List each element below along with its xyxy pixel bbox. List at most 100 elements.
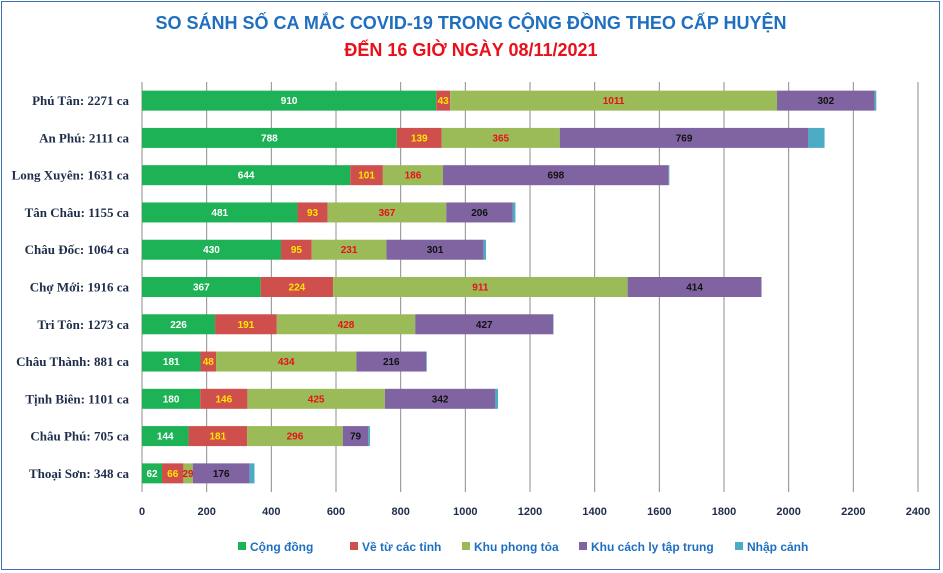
data-label: 181 bbox=[209, 432, 226, 443]
legend-item-cong-dong: Cộng đồng bbox=[238, 540, 313, 554]
x-tick-label: 1600 bbox=[647, 506, 671, 518]
bar-khu-cach-ly-tap-trung bbox=[777, 90, 875, 111]
x-tick-label: 1000 bbox=[453, 506, 477, 518]
legend-item-ve-tu-cac-tinh: Về từ các tỉnh bbox=[350, 540, 441, 554]
data-label: 430 bbox=[203, 245, 220, 256]
data-label: 181 bbox=[163, 357, 180, 368]
bar-khu-cach-ly-tap-trung bbox=[384, 388, 496, 409]
bar-cong-dong bbox=[142, 388, 201, 409]
category-label: Tân Châu: 1155 ca bbox=[25, 205, 130, 220]
category-label: Long Xuyên: 1631 ca bbox=[12, 168, 130, 183]
bar-ve-tu-cac-tinh bbox=[396, 127, 442, 148]
data-label: 425 bbox=[308, 394, 325, 405]
data-label: 139 bbox=[411, 133, 428, 144]
data-label: 302 bbox=[818, 96, 835, 107]
bar-cong-dong bbox=[142, 314, 216, 335]
data-label: 231 bbox=[341, 245, 358, 256]
x-tick-label: 1400 bbox=[582, 506, 606, 518]
data-label: 186 bbox=[405, 171, 422, 182]
bar-khu-phong-toa bbox=[441, 127, 560, 148]
bar-ve-tu-cac-tinh bbox=[188, 426, 248, 447]
category-labels: Phú Tân: 2271 ca An Phú: 2111 ca Long Xuyê… bbox=[12, 93, 130, 481]
data-label: 62 bbox=[146, 469, 158, 480]
legend: Cộng đồng Về từ các tỉnh Khu phong tỏa Khu … bbox=[238, 540, 808, 554]
data-label: 180 bbox=[163, 394, 180, 405]
bar-khu-phong-toa bbox=[247, 388, 385, 409]
legend-swatch bbox=[350, 542, 358, 550]
legend-item-nhap-canh: Nhập cảnh bbox=[735, 540, 808, 554]
data-label: 29 bbox=[183, 469, 195, 480]
bar-ve-tu-cac-tinh bbox=[200, 351, 217, 372]
data-label: 191 bbox=[238, 320, 255, 331]
data-label: 644 bbox=[238, 171, 255, 182]
bar-khu-cach-ly-tap-trung bbox=[386, 239, 484, 260]
data-label: 698 bbox=[548, 171, 565, 182]
legend-swatch bbox=[579, 542, 587, 550]
bar-cong-dong bbox=[142, 165, 351, 186]
data-label: 296 bbox=[287, 432, 304, 443]
bar-nhap-canh bbox=[483, 239, 487, 260]
category-label: Tri Tôn: 1273 ca bbox=[37, 317, 129, 332]
category-label: Phú Tân: 2271 ca bbox=[32, 93, 129, 108]
chart-title: SO SÁNH SỐ CA MẮC COVID-19 TRONG CỘNG ĐỒ… bbox=[155, 12, 786, 33]
legend-swatch bbox=[735, 542, 743, 550]
category-label: Châu Phú: 705 ca bbox=[30, 429, 129, 444]
bar-nhap-canh bbox=[249, 463, 255, 484]
bar-nhap-canh bbox=[426, 351, 427, 372]
bar-nhap-canh bbox=[668, 165, 670, 186]
bar-khu-phong-toa bbox=[276, 314, 416, 335]
bar-cong-dong bbox=[142, 426, 189, 447]
legend-swatch bbox=[462, 542, 470, 550]
bar-cong-dong bbox=[142, 90, 437, 111]
data-label: 367 bbox=[193, 283, 210, 294]
x-tick-label: 2400 bbox=[906, 506, 930, 518]
legend-label: Cộng đồng bbox=[250, 540, 313, 554]
bar-cong-dong bbox=[142, 463, 163, 484]
bar-khu-phong-toa bbox=[382, 165, 444, 186]
x-tick-label: 1200 bbox=[518, 506, 542, 518]
bar-ve-tu-cac-tinh bbox=[436, 90, 451, 111]
category-label: Tịnh Biên: 1101 ca bbox=[25, 391, 129, 406]
bar-ve-tu-cac-tinh bbox=[350, 165, 383, 186]
bar-nhap-canh bbox=[874, 90, 877, 111]
data-label: 93 bbox=[307, 208, 319, 219]
data-label: 434 bbox=[278, 357, 295, 368]
bar-khu-cach-ly-tap-trung bbox=[559, 127, 809, 148]
bar-nhap-canh bbox=[495, 388, 498, 409]
data-label: 43 bbox=[438, 96, 450, 107]
bar-khu-cach-ly-tap-trung bbox=[446, 202, 513, 223]
x-axis-ticks: 0 200 400 600 800 1000 1200 1400 1600 1800 2000 220… bbox=[139, 506, 930, 518]
data-label: 176 bbox=[213, 469, 230, 480]
bar-ve-tu-cac-tinh bbox=[297, 202, 328, 223]
data-label: 206 bbox=[471, 208, 488, 219]
data-label: 301 bbox=[427, 245, 444, 256]
data-label: 911 bbox=[472, 283, 489, 294]
x-tick-label: 2200 bbox=[841, 506, 865, 518]
bar-ve-tu-cac-tinh bbox=[260, 277, 334, 297]
category-label: Châu Thành: 881 ca bbox=[16, 354, 129, 369]
data-label: 769 bbox=[676, 133, 693, 144]
bar-khu-cach-ly-tap-trung bbox=[627, 277, 762, 297]
legend-item-khu-cach-ly-tap-trung: Khu cách ly tập trung bbox=[579, 540, 714, 554]
bar-khu-phong-toa bbox=[247, 426, 343, 447]
bar-cong-dong bbox=[142, 127, 397, 148]
bar-khu-phong-toa bbox=[327, 202, 447, 223]
bar-cong-dong bbox=[142, 351, 201, 372]
bar-khu-cach-ly-tap-trung bbox=[443, 165, 669, 186]
bar-khu-phong-toa bbox=[450, 90, 778, 111]
bar-ve-tu-cac-tinh bbox=[162, 463, 184, 484]
bar-cong-dong bbox=[142, 239, 282, 260]
bar-khu-phong-toa bbox=[311, 239, 387, 260]
legend-swatch bbox=[238, 542, 246, 550]
x-tick-label: 1800 bbox=[712, 506, 736, 518]
category-label: Chợ Mới: 1916 ca bbox=[30, 280, 130, 295]
data-label: 224 bbox=[289, 283, 306, 294]
data-label: 788 bbox=[261, 133, 278, 144]
bar-khu-cach-ly-tap-trung bbox=[192, 463, 250, 484]
bar-ve-tu-cac-tinh bbox=[215, 314, 277, 335]
chart-subtitle: ĐẾN 16 GIỜ NGÀY 08/11/2021 bbox=[344, 39, 597, 60]
legend-label: Về từ các tỉnh bbox=[362, 540, 441, 554]
data-label: 428 bbox=[338, 320, 355, 331]
